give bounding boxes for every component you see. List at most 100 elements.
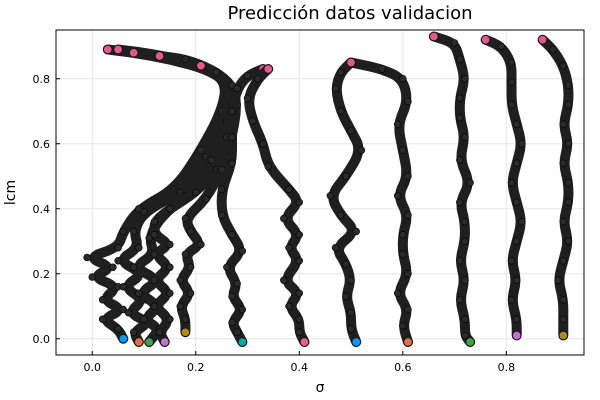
- data-point: [98, 315, 107, 323]
- start-point: [538, 35, 548, 45]
- data-point: [559, 296, 567, 304]
- data-point: [399, 250, 407, 258]
- data-point: [135, 205, 143, 213]
- data-point: [202, 195, 210, 203]
- data-point: [228, 231, 236, 239]
- data-point: [564, 179, 573, 187]
- data-point: [564, 140, 573, 148]
- data-point: [456, 94, 464, 102]
- x-tick-label: 0.0: [83, 361, 101, 374]
- data-point: [150, 231, 159, 239]
- data-point: [124, 309, 133, 317]
- data-point: [295, 289, 303, 297]
- data-point: [342, 292, 350, 301]
- data-point: [513, 198, 521, 206]
- end-point: [512, 330, 522, 340]
- data-point: [513, 120, 521, 128]
- data-point: [559, 315, 567, 323]
- data-point: [145, 234, 153, 242]
- data-point: [513, 276, 521, 284]
- data-point: [456, 257, 464, 265]
- x-axis-label: σ: [316, 380, 325, 396]
- data-point: [549, 45, 557, 54]
- data-point: [285, 244, 293, 252]
- trajectory-series: [537, 34, 574, 341]
- data-point: [564, 237, 573, 245]
- data-point: [166, 240, 174, 249]
- data-point: [140, 315, 148, 323]
- data-point: [456, 55, 464, 63]
- data-point: [559, 218, 567, 226]
- data-point: [337, 211, 345, 219]
- data-point: [331, 244, 340, 252]
- data-point: [285, 302, 293, 310]
- data-point: [259, 140, 267, 148]
- data-point: [461, 331, 469, 340]
- data-point: [331, 84, 340, 93]
- y-tick-label: 0.8: [33, 73, 51, 86]
- y-tick-label: 0.0: [33, 333, 51, 346]
- start-point: [346, 57, 356, 67]
- data-point: [186, 263, 195, 271]
- y-tick-label: 0.4: [33, 203, 51, 216]
- data-point: [393, 289, 402, 297]
- data-point: [243, 94, 252, 102]
- data-point: [554, 276, 562, 284]
- x-tick-label: 0.2: [187, 361, 205, 374]
- data-point: [461, 237, 469, 245]
- data-point: [404, 211, 412, 219]
- data-point: [342, 172, 350, 180]
- data-point: [181, 55, 190, 63]
- data-point: [513, 159, 521, 167]
- data-point: [518, 140, 526, 148]
- data-point: [456, 296, 464, 304]
- x-tick-label: 0.6: [394, 361, 412, 374]
- data-point: [295, 257, 303, 265]
- data-point: [212, 68, 221, 76]
- data-point: [507, 58, 516, 67]
- data-point: [513, 315, 521, 323]
- data-point: [176, 302, 184, 310]
- data-point: [507, 296, 516, 304]
- data-point: [238, 247, 247, 255]
- data-point: [461, 315, 469, 323]
- data-point: [109, 263, 117, 271]
- data-point: [559, 257, 567, 265]
- data-point: [450, 39, 459, 47]
- data-point: [507, 78, 516, 86]
- data-point: [456, 114, 464, 122]
- data-point: [233, 279, 241, 288]
- start-point: [113, 44, 123, 54]
- data-point: [285, 185, 293, 193]
- data-point: [114, 244, 122, 252]
- data-point: [129, 227, 138, 236]
- end-point: [160, 337, 170, 347]
- data-point: [155, 328, 164, 336]
- data-point: [254, 75, 262, 83]
- data-point: [295, 315, 303, 323]
- data-point: [83, 253, 91, 262]
- data-point: [243, 71, 252, 80]
- trajectory-series: [346, 57, 413, 347]
- data-point: [280, 214, 288, 223]
- data-point: [347, 127, 355, 135]
- data-point: [135, 289, 143, 297]
- data-point: [352, 227, 360, 236]
- data-point: [295, 328, 303, 336]
- data-point: [264, 162, 272, 171]
- data-point: [114, 257, 122, 265]
- data-point: [233, 84, 241, 93]
- x-tick-label: 0.8: [498, 361, 516, 374]
- data-point: [507, 179, 516, 187]
- plot-layer: [83, 31, 574, 347]
- data-point: [461, 133, 469, 141]
- data-point: [393, 120, 402, 128]
- trajectory-series: [113, 44, 235, 347]
- data-point: [98, 296, 107, 304]
- data-point: [507, 257, 516, 265]
- data-point: [166, 289, 174, 297]
- data-point: [347, 309, 355, 317]
- data-point: [186, 289, 195, 297]
- trajectory-series: [480, 34, 526, 341]
